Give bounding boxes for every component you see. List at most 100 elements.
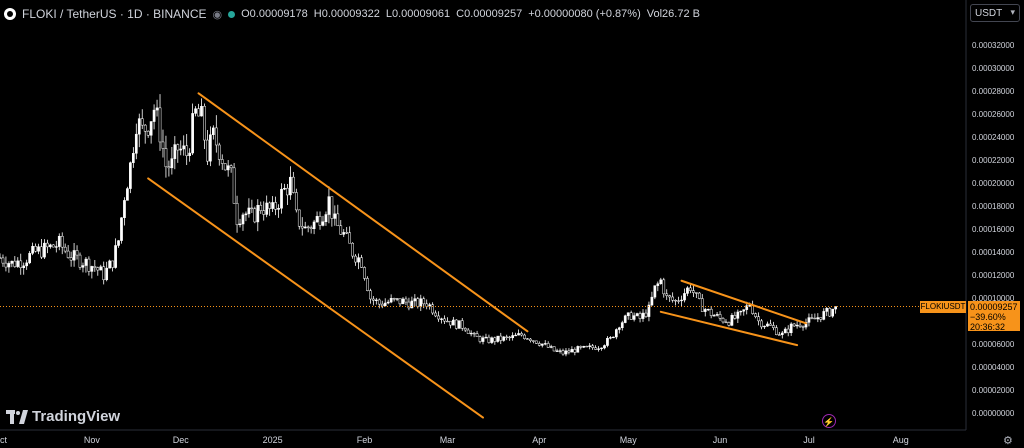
candle-up: [614, 329, 618, 338]
candle-down: [718, 314, 722, 319]
candle-up: [742, 309, 746, 312]
candle-up: [763, 325, 766, 328]
candle-up: [280, 188, 283, 209]
candle-up: [647, 304, 651, 317]
candle-up: [831, 308, 835, 317]
price-tick-label: 0.00012000: [972, 271, 1015, 280]
candle-down: [472, 332, 476, 335]
symbol-price-label: FLOKIUSDT: [920, 300, 966, 313]
candle-down: [369, 290, 372, 300]
candle-up: [617, 327, 621, 330]
candle-up: [209, 134, 212, 162]
candle-down: [232, 167, 236, 204]
candle-up: [650, 296, 654, 306]
candle-down: [416, 298, 420, 307]
candle-down: [674, 299, 677, 302]
volume-label: Vol: [646, 8, 663, 20]
time-tick-label: Nov: [84, 435, 101, 445]
price-tick-label: 0.00018000: [972, 202, 1015, 211]
candle-up: [395, 298, 399, 300]
price-tick-label: 0.00026000: [972, 110, 1015, 119]
candle-down: [454, 319, 458, 329]
candle-up: [822, 311, 826, 320]
lightning-icon[interactable]: ⚡: [822, 414, 836, 428]
candle-up: [712, 315, 716, 317]
candle-down: [0, 257, 2, 259]
candle-up: [28, 253, 31, 264]
candle-down: [692, 290, 695, 293]
candle-up: [114, 245, 117, 268]
candle-up: [816, 317, 820, 320]
symbol-title[interactable]: FLOKI / TetherUS · 1D · BINANCE: [22, 7, 207, 21]
candle-down: [34, 246, 37, 252]
symbol-legend: FLOKI / TetherUS · 1D · BINANCE ◉ O 0.000…: [4, 6, 700, 22]
candle-up: [155, 107, 159, 111]
price-tick-label: 0.00022000: [972, 156, 1015, 165]
candle-down: [810, 317, 814, 319]
candle-up: [10, 260, 14, 264]
candle-up: [84, 258, 88, 266]
candle-up: [490, 337, 494, 343]
candle-up: [623, 315, 627, 323]
candle-down: [292, 176, 295, 193]
candle-up: [7, 263, 11, 268]
candle-down: [689, 287, 692, 291]
high-value: 0.00009322: [321, 8, 380, 20]
time-tick-label: Dec: [173, 435, 190, 445]
candle-up: [238, 223, 242, 226]
chevron-down-icon: ▾: [1010, 7, 1015, 17]
price-tick-label: 0.00000000: [972, 409, 1015, 418]
candle-up: [312, 221, 316, 230]
eye-icon[interactable]: ◉: [212, 8, 223, 21]
candle-up: [342, 232, 346, 235]
last-price-value: 0.00009257: [970, 301, 1018, 312]
time-axis[interactable]: Oct Nov Dec 2025 Feb Mar Apr May Jun Jul Aug: [0, 435, 909, 445]
falling-channel-lower: [147, 177, 484, 419]
candle-down: [594, 347, 597, 350]
drawings-layer: [147, 92, 807, 419]
price-axis[interactable]: 0.00000000 0.00002000 0.00004000 0.00006000…: [972, 41, 1015, 418]
candle-down: [13, 260, 17, 267]
candle-up: [49, 244, 52, 248]
candle-down: [78, 254, 82, 268]
last-price-change: −39.60%: [970, 311, 1006, 322]
candle-up: [99, 266, 103, 271]
candle-down: [434, 312, 437, 317]
candle-up: [137, 118, 141, 135]
candle-down: [532, 340, 535, 342]
candle-up: [200, 106, 203, 117]
candle-down: [306, 226, 310, 229]
candle-down: [300, 225, 304, 229]
candle-down: [309, 227, 313, 230]
candle-down: [523, 334, 526, 339]
candle-up: [632, 315, 636, 320]
candle-down: [336, 213, 340, 227]
currency-selector[interactable]: USDT ▾: [970, 4, 1020, 22]
candle-down: [777, 334, 781, 336]
candle-down: [561, 350, 565, 355]
floki-logo-icon: [4, 8, 16, 20]
candle-up: [129, 162, 132, 189]
candle-up: [244, 213, 248, 216]
tradingview-logo[interactable]: TradingView: [6, 408, 120, 425]
candle-down: [573, 349, 577, 353]
candle-down: [662, 279, 666, 295]
candle-down: [294, 192, 298, 211]
candle-up: [120, 217, 123, 241]
candle-down: [724, 321, 728, 323]
candle-up: [609, 337, 612, 339]
low-label: L: [385, 8, 392, 20]
candle-up: [271, 202, 274, 209]
candle-up: [600, 347, 603, 350]
candle-up: [496, 335, 500, 342]
candle-up: [277, 208, 280, 210]
gear-icon[interactable]: ⚙: [1003, 435, 1013, 447]
candle-down: [274, 202, 277, 210]
candle-down: [431, 304, 434, 314]
candle-up: [635, 313, 639, 316]
candle-down: [111, 260, 114, 268]
candle-up: [730, 315, 734, 326]
candle-up: [170, 158, 174, 169]
close-value: 0.00009257: [464, 8, 523, 20]
